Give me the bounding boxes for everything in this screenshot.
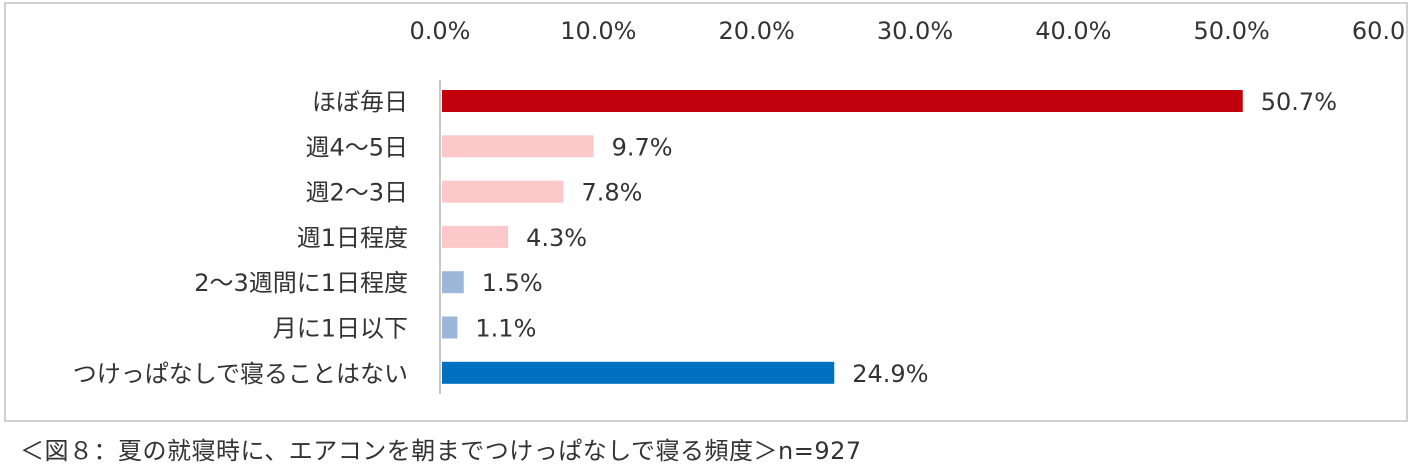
data-label: 50.7% — [1261, 88, 1337, 116]
bar — [442, 361, 835, 384]
bar — [442, 90, 1243, 112]
data-label: 4.3% — [526, 224, 587, 252]
data-label: 1.1% — [475, 315, 536, 343]
category-label: ほぼ毎日 — [312, 88, 408, 116]
bar — [442, 316, 458, 339]
bar — [442, 225, 509, 248]
chart-caption: ＜図８：夏の就寝時に、エアコンを朝までつけっぱなしで寝る頻度＞n=927 — [20, 437, 862, 465]
x-tick-label: 0.0% — [410, 17, 471, 45]
data-label: 24.9% — [852, 360, 928, 388]
data-label: 1.5% — [482, 269, 543, 297]
category-label: 週4～5日 — [305, 133, 408, 161]
category-label: 週1日程度 — [297, 224, 408, 252]
bar-chart: 0.0% 10.0% 20.0% 30.0% 40.0% 50.0% 60.0% ほぼ毎日 50… — [73, 17, 1406, 394]
bar — [442, 271, 464, 294]
category-label: 週2～3日 — [305, 179, 408, 207]
category-label: 2～3週間に1日程度 — [194, 269, 408, 297]
bar — [442, 180, 564, 203]
data-label: 9.7% — [612, 133, 673, 161]
x-tick-label: 60.0% — [1352, 17, 1406, 45]
category-label: つけっぱなしで寝ることはない — [73, 360, 408, 388]
data-label: 7.8% — [582, 179, 643, 207]
x-tick-label: 20.0% — [719, 17, 795, 45]
x-tick-label: 40.0% — [1035, 17, 1111, 45]
x-tick-label: 10.0% — [560, 17, 636, 45]
x-tick-label: 50.0% — [1194, 17, 1270, 45]
category-label: 月に1日以下 — [273, 315, 408, 343]
chart-frame: 0.0% 10.0% 20.0% 30.0% 40.0% 50.0% 60.0% ほぼ毎日 50… — [4, 2, 1408, 422]
bar — [442, 135, 594, 158]
x-tick-label: 30.0% — [877, 17, 953, 45]
